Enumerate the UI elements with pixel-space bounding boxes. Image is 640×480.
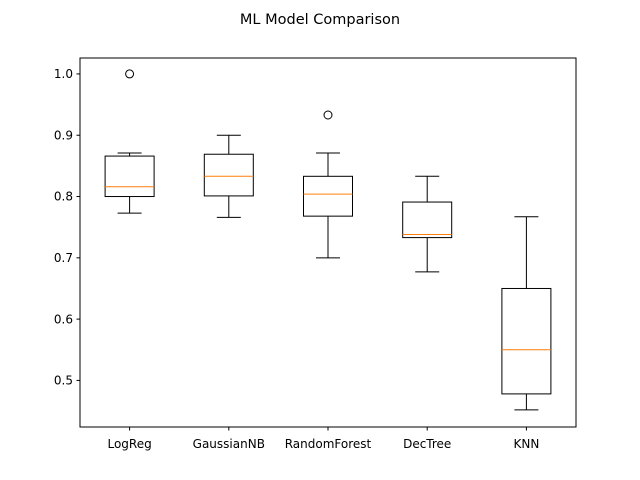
box-iqr: [402, 201, 453, 239]
chart-title: ML Model Comparison: [240, 12, 400, 28]
outlier-point: [125, 69, 135, 79]
x-tick-label: LogReg: [107, 437, 151, 451]
y-tick-label: 0.8: [54, 190, 73, 204]
x-tick-label: RandomForest: [285, 437, 372, 451]
y-tick-label: 0.6: [54, 312, 73, 326]
box-iqr: [104, 155, 155, 198]
y-tick-label: 1.0: [54, 67, 73, 81]
axes-frame: [79, 57, 577, 428]
y-tick-label: 0.5: [54, 374, 73, 388]
x-tick-label: GaussianNB: [193, 437, 265, 451]
y-tick-label: 0.9: [54, 128, 73, 142]
plot-area: 0.5 0.6 0.7 0.8 0.9 1.0 LogReg GaussianNB Random…: [54, 67, 552, 451]
x-tick-label: DecTree: [403, 437, 451, 451]
box-iqr: [501, 287, 552, 395]
box-iqr: [203, 153, 254, 197]
outlier-point: [323, 110, 333, 120]
y-tick-label: 0.7: [54, 251, 73, 265]
x-tick-label: KNN: [513, 437, 539, 451]
box-iqr: [303, 175, 353, 217]
